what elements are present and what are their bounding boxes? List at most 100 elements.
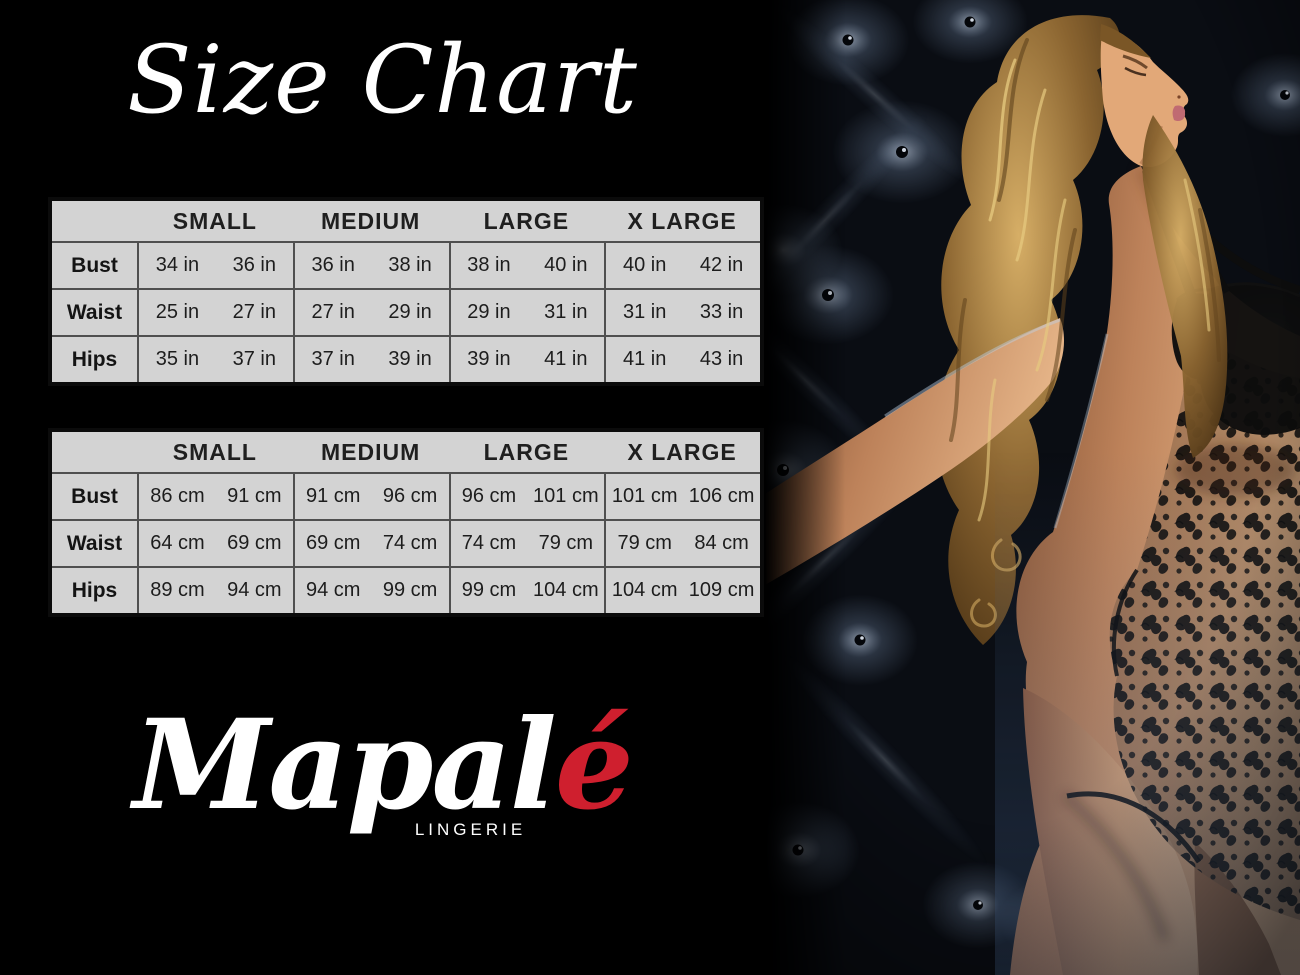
measurement-cell: 38 in 40 in <box>448 243 605 288</box>
table-row-hips: Hips 35 in 37 in 37 in 39 in 39 in 41 in… <box>52 335 760 382</box>
brand-accent-letter: é <box>554 693 634 838</box>
table-row-bust: Bust 86 cm 91 cm 91 cm 96 cm 96 cm 101 c… <box>52 472 760 519</box>
row-label: Hips <box>71 347 118 371</box>
table-row-bust: Bust 34 in 36 in 36 in 38 in 38 in 40 in… <box>52 241 760 288</box>
size-column-header: SMALL <box>172 207 257 234</box>
size-column-header: X LARGE <box>627 438 737 465</box>
measurement-value: 27 in <box>311 301 355 323</box>
measurement-cell: 69 cm 74 cm <box>292 521 449 566</box>
measurement-value: 101 cm <box>611 485 678 507</box>
measurement-cell: 94 cm 99 cm <box>292 568 449 613</box>
measurement-value: 29 in <box>467 301 511 323</box>
measurement-value: 36 in <box>311 254 355 276</box>
measurement-value: 39 in <box>388 348 432 370</box>
measurement-value: 43 in <box>699 348 744 370</box>
info-panel: Size Chart SMALL MEDIUM LARGE X LARGE Bu… <box>0 26 765 840</box>
row-label: Waist <box>66 531 123 555</box>
row-label: Hips <box>71 578 118 602</box>
measurement-value: 64 cm <box>150 532 205 554</box>
measurement-value: 34 in <box>155 254 200 276</box>
measurement-value: 40 in <box>544 254 588 276</box>
size-column-header: MEDIUM <box>320 207 421 234</box>
measurement-value: 41 in <box>623 348 667 370</box>
measurement-value: 74 cm <box>382 532 438 554</box>
measurement-cell: 25 in 27 in <box>137 290 293 335</box>
measurement-cell: 64 cm 69 cm <box>137 521 293 566</box>
measurement-value: 33 in <box>699 301 744 323</box>
measurement-value: 79 cm <box>538 532 594 554</box>
page-title: Size Chart <box>127 26 638 135</box>
size-column-header: SMALL <box>172 438 257 465</box>
table-row-waist: Waist 64 cm 69 cm 69 cm 74 cm 74 cm 79 c… <box>52 519 760 566</box>
measurement-cell: 27 in 29 in <box>292 290 449 335</box>
measurement-value: 91 cm <box>305 485 361 507</box>
size-table-header: SMALL MEDIUM LARGE X LARGE <box>52 201 760 241</box>
row-label: Bust <box>71 484 118 508</box>
measurement-value: 84 cm <box>694 532 749 554</box>
measurement-cell: 101 cm 106 cm <box>604 474 760 519</box>
model-photo-illustration <box>765 0 1300 975</box>
size-column-header: LARGE <box>483 207 570 234</box>
measurement-cell: 37 in 39 in <box>292 337 449 382</box>
brand-main: Mapal <box>133 693 557 838</box>
measurement-value: 104 cm <box>611 579 678 601</box>
row-label: Waist <box>66 300 123 324</box>
measurement-value: 101 cm <box>533 485 599 507</box>
measurement-value: 38 in <box>467 254 511 276</box>
measurement-value: 106 cm <box>688 485 755 507</box>
measurement-cell: 40 in 42 in <box>604 243 760 288</box>
table-row-waist: Waist 25 in 27 in 27 in 29 in 29 in 31 i… <box>52 288 760 335</box>
measurement-cell: 104 cm 109 cm <box>604 568 760 613</box>
measurement-cell: 86 cm 91 cm <box>137 474 293 519</box>
measurement-cell: 36 in 38 in <box>292 243 449 288</box>
measurement-value: 89 cm <box>150 579 205 601</box>
measurement-cell: 99 cm 104 cm <box>448 568 605 613</box>
measurement-value: 41 in <box>544 348 588 370</box>
brand-logo: Mapalé LINGERIE <box>0 697 765 840</box>
measurement-value: 96 cm <box>382 485 438 507</box>
measurement-cell: 31 in 33 in <box>604 290 760 335</box>
measurement-value: 31 in <box>544 301 588 323</box>
size-table-inches: SMALL MEDIUM LARGE X LARGE Bust 34 in 36… <box>48 197 764 386</box>
size-column-header: X LARGE <box>627 207 737 234</box>
measurement-value: 40 in <box>623 254 667 276</box>
measurement-cell: 35 in 37 in <box>137 337 293 382</box>
measurement-cell: 91 cm 96 cm <box>292 474 449 519</box>
measurement-cell: 34 in 36 in <box>137 243 293 288</box>
measurement-value: 37 in <box>311 348 355 370</box>
measurement-cell: 96 cm 101 cm <box>448 474 605 519</box>
measurement-cell: 41 in 43 in <box>604 337 760 382</box>
measurement-value: 86 cm <box>150 485 205 507</box>
measurement-value: 104 cm <box>533 579 599 601</box>
measurement-value: 99 cm <box>382 579 438 601</box>
measurement-value: 35 in <box>155 348 200 370</box>
measurement-value: 99 cm <box>461 579 517 601</box>
measurement-value: 37 in <box>232 348 276 370</box>
measurement-value: 29 in <box>388 301 432 323</box>
measurement-cell: 74 cm 79 cm <box>448 521 605 566</box>
measurement-cell: 39 in 41 in <box>448 337 605 382</box>
measurement-value: 38 in <box>388 254 432 276</box>
brand-tagline: LINGERIE <box>414 820 527 840</box>
size-table-header: SMALL MEDIUM LARGE X LARGE <box>52 432 760 472</box>
measurement-value: 109 cm <box>688 579 755 601</box>
row-label: Bust <box>71 253 118 277</box>
size-column-header: LARGE <box>483 438 570 465</box>
model-photo <box>765 0 1300 975</box>
measurement-value: 39 in <box>467 348 511 370</box>
measurement-cell: 29 in 31 in <box>448 290 605 335</box>
measurement-value: 27 in <box>232 301 276 323</box>
table-row-hips: Hips 89 cm 94 cm 94 cm 99 cm 99 cm 104 c… <box>52 566 760 613</box>
size-table-centimeters: SMALL MEDIUM LARGE X LARGE Bust 86 cm 91… <box>48 428 764 617</box>
measurement-value: 69 cm <box>305 532 361 554</box>
measurement-cell: 79 cm 84 cm <box>604 521 760 566</box>
measurement-value: 91 cm <box>227 485 282 507</box>
measurement-value: 96 cm <box>461 485 517 507</box>
measurement-value: 79 cm <box>617 532 672 554</box>
brand-wordmark: Mapalé <box>133 693 634 838</box>
measurement-value: 36 in <box>232 254 276 276</box>
measurement-value: 31 in <box>623 301 667 323</box>
measurement-value: 42 in <box>699 254 744 276</box>
measurement-cell: 89 cm 94 cm <box>137 568 293 613</box>
